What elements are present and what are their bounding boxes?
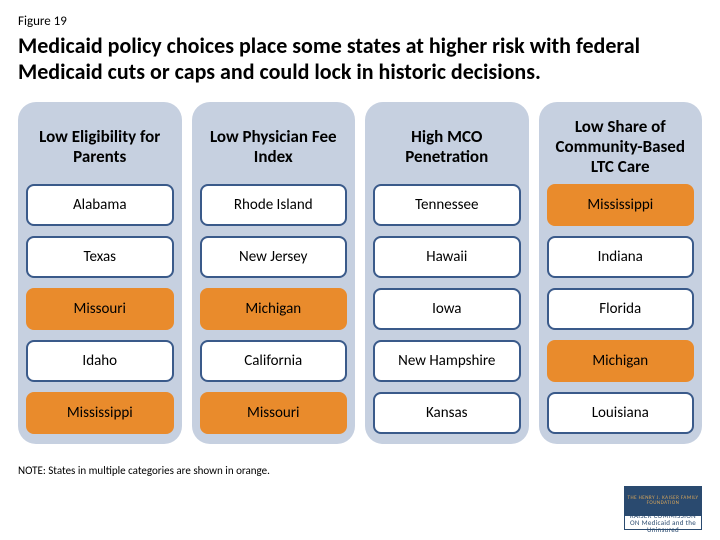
state-cell: Missouri — [26, 288, 174, 330]
kff-logo: THE HENRY J. KAISER FAMILY FOUNDATION KA… — [624, 486, 702, 530]
state-cell: Tennessee — [373, 184, 521, 226]
state-cell: Michigan — [200, 288, 348, 330]
column-2: Low Physician Fee Index Rhode Island New… — [192, 102, 356, 444]
columns-container: Low Eligibility for Parents Alabama Texa… — [18, 102, 702, 444]
column-header: Low Physician Fee Index — [200, 110, 348, 184]
state-cell: New Jersey — [200, 236, 348, 278]
state-cell: Texas — [26, 236, 174, 278]
logo-bottom-text: KAISER COMMISSION ON Medicaid and the Un… — [624, 516, 702, 530]
state-cell: Michigan — [547, 340, 695, 382]
state-cell: New Hampshire — [373, 340, 521, 382]
logo-top-text: THE HENRY J. KAISER FAMILY FOUNDATION — [625, 496, 701, 507]
column-1: Low Eligibility for Parents Alabama Texa… — [18, 102, 182, 444]
state-cell: California — [200, 340, 348, 382]
state-cell: Iowa — [373, 288, 521, 330]
footnote: NOTE: States in multiple categories are … — [18, 464, 702, 477]
column-3: High MCO Penetration Tennessee Hawaii Io… — [365, 102, 529, 444]
column-header: Low Eligibility for Parents — [26, 110, 174, 184]
state-cell: Alabama — [26, 184, 174, 226]
column-4: Low Share of Community-Based LTC Care Mi… — [539, 102, 703, 444]
state-cell: Kansas — [373, 392, 521, 434]
figure-number: Figure 19 — [18, 14, 702, 29]
state-cell: Louisiana — [547, 392, 695, 434]
column-header: Low Share of Community-Based LTC Care — [547, 110, 695, 184]
state-cell: Indiana — [547, 236, 695, 278]
state-cell: Idaho — [26, 340, 174, 382]
state-cell: Rhode Island — [200, 184, 348, 226]
state-cell: Florida — [547, 288, 695, 330]
state-cell: Missouri — [200, 392, 348, 434]
column-header: High MCO Penetration — [373, 110, 521, 184]
state-cell: Hawaii — [373, 236, 521, 278]
slide-title: Medicaid policy choices place some state… — [18, 33, 702, 86]
state-cell: Mississippi — [547, 184, 695, 226]
state-cell: Mississippi — [26, 392, 174, 434]
